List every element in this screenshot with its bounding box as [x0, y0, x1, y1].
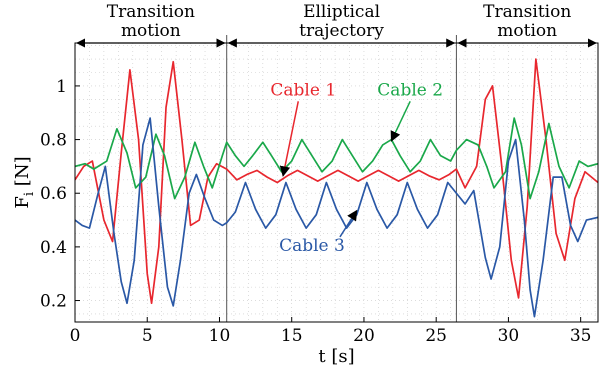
- y-tick-label: 0.2: [40, 292, 67, 312]
- annotation-arrow-3: [339, 209, 358, 238]
- annotations: TransitionmotionEllipticaltrajectoryTran…: [76, 2, 597, 256]
- annotation-arrow-1: [279, 101, 300, 177]
- x-axis-label: t [s]: [318, 346, 354, 367]
- phase-label-2-line2: motion: [497, 21, 557, 41]
- x-tick-label: 15: [281, 326, 303, 346]
- annotation-label-2: Cable 2: [377, 80, 443, 100]
- series-line-cable-3: [75, 117, 598, 318]
- annotation-label-1: Cable 1: [270, 80, 336, 100]
- x-tick-label: 25: [425, 326, 447, 346]
- y-tick-label: 1: [56, 77, 67, 97]
- y-tick-label: 0.6: [40, 184, 67, 204]
- phase-label-2-line1: Transition: [483, 2, 571, 22]
- x-tick-label: 10: [209, 326, 231, 346]
- x-tick-label: 35: [570, 326, 592, 346]
- y-tick-label: 0.4: [40, 238, 67, 258]
- phase-boundaries: [226, 35, 457, 322]
- grid: [74, 43, 598, 322]
- phase-label-0-line2: motion: [121, 21, 181, 41]
- x-tick-label: 0: [70, 326, 81, 346]
- annotation-arrow-2: [390, 100, 411, 142]
- x-tick-label: 5: [142, 326, 153, 346]
- series-group: [75, 58, 598, 318]
- annotation-label-3: Cable 3: [279, 236, 345, 256]
- y-axis-label: Fi [N]: [12, 156, 37, 208]
- x-tick-label: 20: [353, 326, 375, 346]
- phase-label-1-line1: Elliptical: [303, 2, 380, 22]
- series-line-cable-2: [75, 117, 598, 200]
- x-tick-label: 30: [498, 326, 520, 346]
- phase-label-1-line2: trajectory: [299, 21, 384, 41]
- series-line-cable-1: [75, 58, 598, 305]
- y-tick-label: 0.8: [40, 131, 67, 151]
- phase-label-0-line1: Transition: [107, 2, 195, 22]
